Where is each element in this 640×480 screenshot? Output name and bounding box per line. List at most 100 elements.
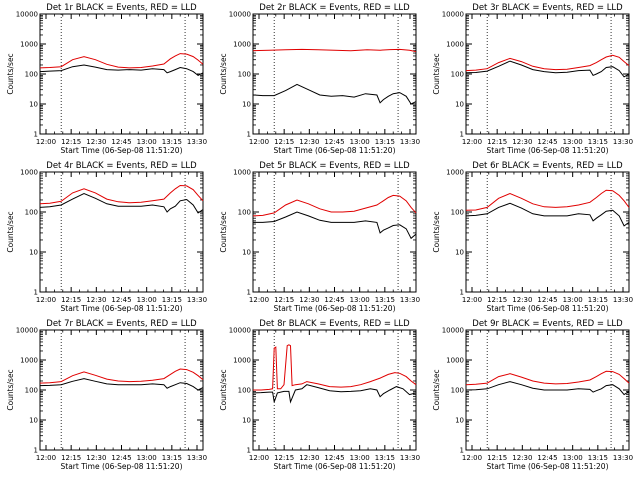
x-tick-label: 12:45 [324,138,344,146]
events-series-line [253,211,417,240]
lld-series-line [252,194,417,217]
lld-series-line [39,368,204,384]
y-tick-label: 10000 [229,327,251,335]
x-tick-label: 13:30 [400,138,420,146]
x-tick-label: 12:00 [462,138,482,146]
x-tick-label: 13:30 [187,296,207,304]
x-tick-label: 13:15 [375,138,395,146]
y-tick-label: 10000 [229,11,251,19]
y-tick-label: 100 [25,71,38,79]
x-tick-label: 12:30 [512,138,532,146]
plot-frame [39,329,204,451]
y-tick-label: 1 [460,131,464,139]
x-tick-label: 12:15 [274,138,294,146]
x-tick-label: 12:45 [324,296,344,304]
events-series-line [39,64,204,76]
detector-panel-8: Det 8r BLACK = Events, RED = LLD 1 10 100 10… [219,319,420,471]
panel-title: Det 4r BLACK = Events, RED = LLD [46,161,197,171]
x-tick-label: 13:30 [187,138,207,146]
y-axis-label: Counts/sec [432,369,441,410]
y-axis-label: Counts/sec [6,369,15,410]
y-tick-label: 1000 [20,41,38,49]
events-series-line [252,384,417,404]
x-tick-label: 12:45 [324,454,344,462]
x-tick-label: 12:15 [487,296,507,304]
y-axis-label: Counts/sec [219,369,228,410]
x-tick-label: 12:30 [512,296,532,304]
x-tick-label: 12:45 [111,296,131,304]
y-axis-label: Counts/sec [432,53,441,94]
y-axis-label: Counts/sec [6,53,15,94]
y-tick-label: 10 [29,101,38,109]
x-tick-label: 12:00 [249,138,269,146]
y-tick-label: 100 [238,387,251,395]
x-axis-label: Start Time (06-Sep-08 11:51:20) [274,146,396,155]
plot-frame [252,329,417,451]
x-tick-label: 12:00 [462,454,482,462]
y-tick-label: 1 [460,289,464,297]
y-tick-label: 10000 [442,11,464,19]
x-axis-label: Start Time (06-Sep-08 11:51:20) [61,146,183,155]
x-tick-label: 12:00 [36,138,56,146]
plot-frame [465,171,630,293]
y-tick-label: 10000 [442,327,464,335]
y-tick-label: 10000 [16,11,38,19]
y-tick-label: 1 [247,289,251,297]
x-axis-label: Start Time (06-Sep-08 11:51:20) [487,304,609,313]
detector-panel-3: Det 3r BLACK = Events, RED = LLD 1 10 100 10… [432,3,633,155]
x-tick-label: 13:15 [588,138,608,146]
x-tick-label: 12:00 [36,296,56,304]
x-tick-label: 12:00 [249,454,269,462]
x-tick-label: 12:15 [274,454,294,462]
x-tick-label: 12:15 [487,454,507,462]
y-tick-label: 10 [29,249,38,257]
y-tick-label: 1000 [20,169,38,177]
y-tick-label: 1 [34,131,38,139]
y-tick-label: 10 [242,417,251,425]
plot-frame [465,13,630,135]
detector-panel-2: Det 2r BLACK = Events, RED = LLD 1 10 100 10… [219,3,420,155]
x-tick-label: 13:00 [137,296,157,304]
x-axis-label: Start Time (06-Sep-08 11:51:20) [487,462,609,471]
panel-title: Det 6r BLACK = Events, RED = LLD [472,161,623,171]
lld-series-line [39,184,204,205]
events-series-line [39,378,204,391]
lld-series-line [465,54,630,72]
y-axis-label: Counts/sec [6,211,15,252]
x-tick-label: 12:15 [61,454,81,462]
x-tick-label: 13:00 [563,138,583,146]
x-tick-label: 12:45 [111,454,131,462]
y-tick-label: 1000 [446,41,464,49]
x-tick-label: 12:15 [61,296,81,304]
x-tick-label: 13:15 [375,296,395,304]
y-tick-label: 1000 [233,357,251,365]
y-tick-label: 1 [34,447,38,455]
y-tick-label: 100 [451,209,464,217]
x-tick-label: 13:00 [563,296,583,304]
x-tick-label: 12:15 [274,296,294,304]
x-tick-label: 13:15 [162,454,182,462]
x-tick-label: 13:30 [613,454,633,462]
x-tick-label: 12:30 [86,454,106,462]
panel-title: Det 9r BLACK = Events, RED = LLD [472,319,623,329]
y-tick-label: 1 [247,131,251,139]
x-axis-label: Start Time (06-Sep-08 11:51:20) [274,304,396,313]
x-axis-label: Start Time (06-Sep-08 11:51:20) [61,462,183,471]
detector-panel-9: Det 9r BLACK = Events, RED = LLD 1 10 100 10… [432,319,633,471]
lld-series-line [465,370,630,386]
plot-frame [39,13,204,135]
x-tick-label: 13:00 [350,138,370,146]
events-series-line [465,202,630,227]
x-tick-label: 12:15 [61,138,81,146]
x-tick-label: 13:30 [613,296,633,304]
lld-series-line [252,48,417,53]
plot-frame [39,171,204,293]
x-axis-label: Start Time (06-Sep-08 11:51:20) [61,304,183,313]
panel-title: Det 3r BLACK = Events, RED = LLD [472,3,623,13]
x-axis-label: Start Time (06-Sep-08 11:51:20) [487,146,609,155]
x-tick-label: 12:30 [299,296,319,304]
x-tick-label: 12:00 [249,296,269,304]
panel-title: Det 5r BLACK = Events, RED = LLD [259,161,410,171]
y-tick-label: 100 [25,209,38,217]
